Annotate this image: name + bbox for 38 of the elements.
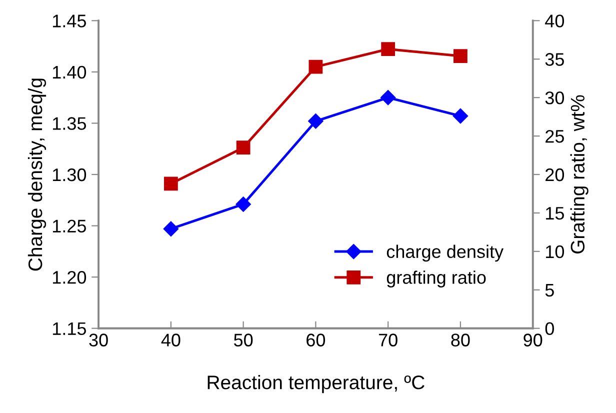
x-tick-label: 60 <box>306 334 326 346</box>
point <box>452 108 468 124</box>
y-tick-label: 1.20 <box>52 270 86 284</box>
y-tick-label: 1.15 <box>52 322 86 336</box>
point <box>380 90 396 106</box>
y2-tick-label: 40 <box>545 14 564 28</box>
x-tick-label: 80 <box>451 334 470 346</box>
x-tick-label: 90 <box>524 334 542 346</box>
y2-tick-label: 30 <box>545 92 564 104</box>
x-axis-title: Reaction temperature, ºC <box>208 375 424 394</box>
legend-label: grafting ratio <box>386 270 486 288</box>
x-tick-label: 50 <box>234 334 253 346</box>
point <box>236 140 250 155</box>
x-tick-label: 40 <box>161 334 180 346</box>
y2-tick-label: 15 <box>546 207 564 220</box>
y-tick-label: 1.45 <box>52 14 86 28</box>
y-tick-label: 1.40 <box>52 66 86 79</box>
y2-tick-label: 0 <box>545 322 554 336</box>
x-tick-label: 70 <box>378 334 398 346</box>
y2-tick-label: 20 <box>546 168 564 182</box>
y-tick-label: 1.25 <box>52 220 86 232</box>
point <box>381 42 396 56</box>
y-axis-title: Charge density, meq/g <box>28 78 46 271</box>
x-tick-label: 30 <box>89 334 108 346</box>
y2-tick-label: 5 <box>545 284 554 297</box>
point <box>163 221 179 236</box>
point <box>164 176 178 191</box>
point <box>308 60 323 74</box>
y-tick-label: 1.35 <box>52 117 86 130</box>
point <box>454 49 468 63</box>
y2-tick-label: 35 <box>545 53 564 66</box>
legend-label: charge density <box>386 244 504 262</box>
point <box>308 114 324 129</box>
y2-axis-title: Grafting ratio, wt% <box>570 95 588 254</box>
y2-tick-label: 10 <box>546 245 564 258</box>
y2-tick-label: 25 <box>546 130 564 143</box>
point <box>236 196 251 212</box>
y-tick-label: 1.30 <box>52 168 86 182</box>
